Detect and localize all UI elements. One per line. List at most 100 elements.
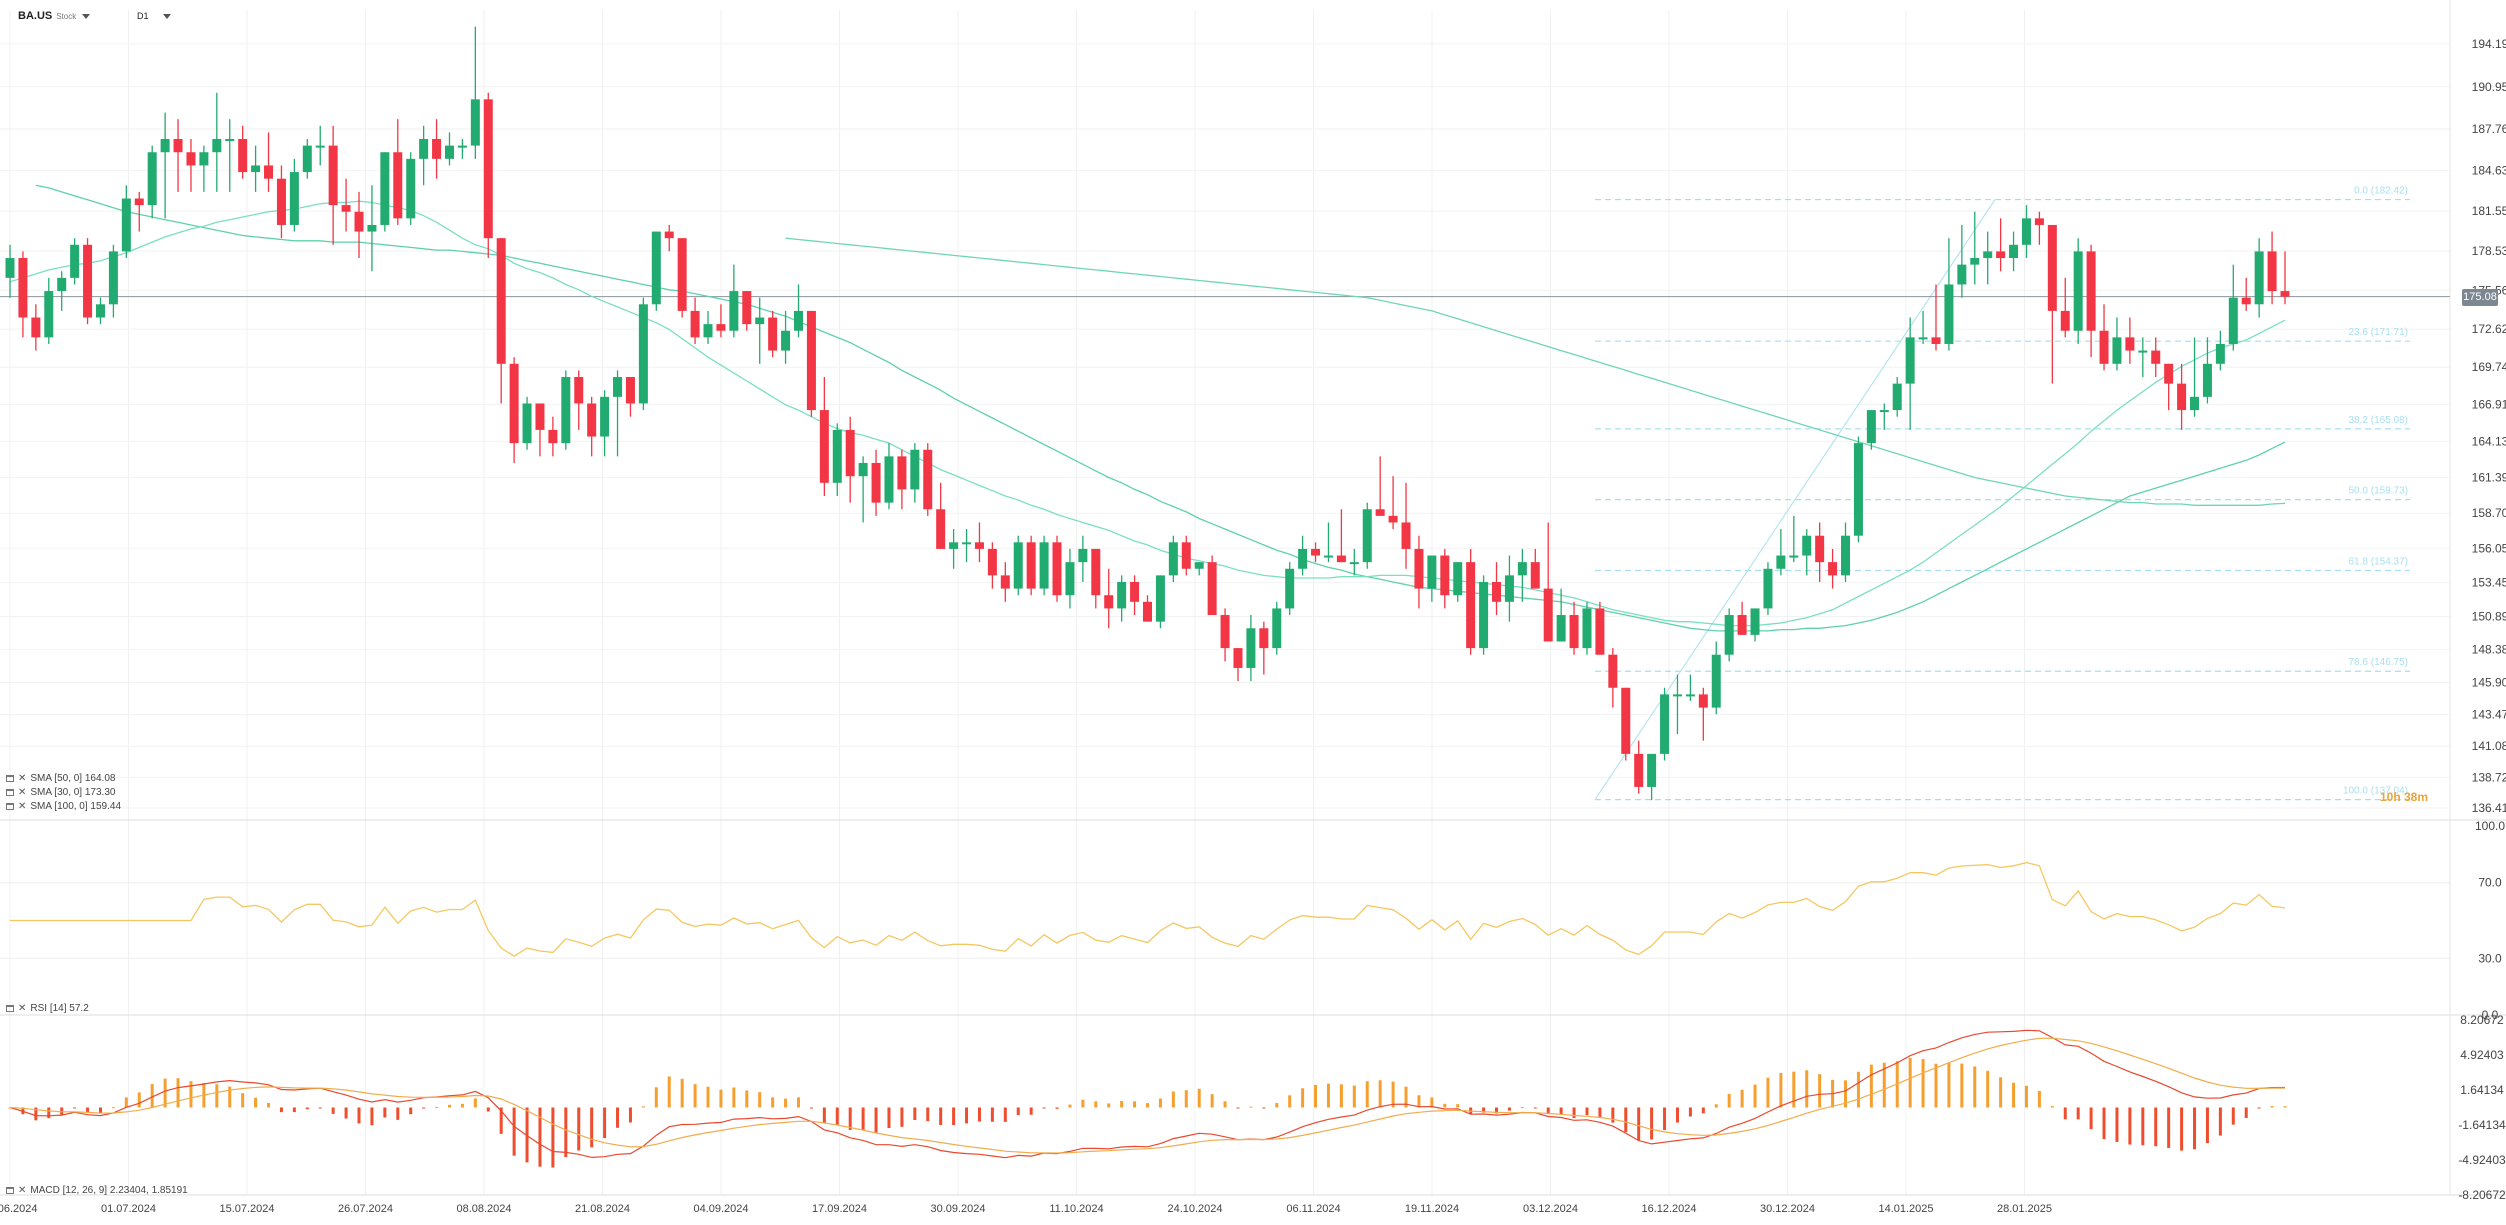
candle-body xyxy=(302,145,312,173)
sma30-line xyxy=(9,200,2286,627)
settings-icon[interactable] xyxy=(6,803,14,810)
legend-sma100[interactable]: ✕ SMA [100, 0] 159.44 xyxy=(6,801,121,812)
candle-body xyxy=(1130,581,1140,602)
candle-body xyxy=(638,304,648,404)
settings-icon[interactable] xyxy=(6,1187,14,1194)
macd-histogram-bar xyxy=(965,1107,969,1124)
macd-histogram-bar xyxy=(409,1107,413,1115)
candle-body xyxy=(2021,218,2031,245)
macd-histogram-bar xyxy=(835,1107,839,1125)
candle-body xyxy=(2034,218,2044,225)
close-icon[interactable]: ✕ xyxy=(18,1003,27,1014)
macd-histogram-bar xyxy=(1391,1081,1395,1108)
candle-body xyxy=(1931,337,1941,344)
macd-histogram-bar xyxy=(499,1107,503,1134)
candle-body xyxy=(212,139,222,153)
candle-body xyxy=(1466,562,1476,649)
macd-histogram-bar xyxy=(1249,1106,1253,1108)
candle-body xyxy=(923,449,933,510)
macd-histogram-bar xyxy=(1417,1095,1421,1108)
price-tick: 145.90 xyxy=(2472,675,2506,689)
candle-body xyxy=(1853,443,1863,536)
candle-body xyxy=(2009,244,2019,259)
macd-histogram-bar xyxy=(952,1107,956,1126)
last-price-tag: 175.08 xyxy=(2462,288,2498,306)
candle-body xyxy=(1026,542,1036,589)
macd-histogram-bar xyxy=(1585,1107,1589,1116)
legend-macd[interactable]: ✕ MACD [12, 26, 9] 2.23404, 1.85191 xyxy=(6,1185,188,1196)
timeframe-selector[interactable]: D1 xyxy=(137,11,171,21)
candle-body xyxy=(1724,615,1734,655)
candle-body xyxy=(987,548,997,576)
macd-histogram-bar xyxy=(1456,1104,1460,1108)
date-tick: 17.09.2024 xyxy=(812,1203,867,1215)
close-icon[interactable]: ✕ xyxy=(18,787,27,798)
candle-body xyxy=(651,231,661,305)
macd-histogram-bar xyxy=(1533,1107,1537,1109)
macd-histogram-bar xyxy=(538,1107,542,1167)
candle-body xyxy=(509,363,519,444)
candle-body xyxy=(483,99,493,239)
candle-body xyxy=(1828,562,1838,576)
macd-histogram-bar xyxy=(2167,1107,2171,1148)
candle-body xyxy=(2047,224,2057,311)
macd-histogram-bar xyxy=(1288,1095,1292,1108)
candle-body xyxy=(1660,694,1670,754)
macd-histogram-bar xyxy=(590,1107,594,1148)
macd-histogram-bar xyxy=(1430,1097,1434,1108)
date-tick: 01.07.2024 xyxy=(101,1203,156,1215)
candle-body xyxy=(910,449,920,490)
fib-level-label: 61.8 (154.37) xyxy=(2349,556,2409,567)
settings-icon[interactable] xyxy=(6,1005,14,1012)
macd-histogram-bar xyxy=(1701,1107,1705,1114)
candle-body xyxy=(845,429,855,477)
settings-icon[interactable] xyxy=(6,789,14,796)
rsi-tick: 30.0 xyxy=(2478,951,2502,965)
macd-histogram-bar xyxy=(1882,1062,1886,1108)
symbol-selector[interactable]: BA.US Stock xyxy=(18,10,91,22)
legend-rsi[interactable]: ✕ RSI [14] 57.2 xyxy=(6,1003,89,1014)
macd-histogram-bar xyxy=(486,1107,490,1112)
candle-body xyxy=(858,462,868,477)
macd-histogram-bar xyxy=(1792,1071,1796,1108)
macd-histogram-bar xyxy=(2283,1106,2287,1108)
candle-body xyxy=(1220,615,1230,649)
macd-tick: -4.92403 xyxy=(2458,1153,2506,1167)
macd-histogram-bar xyxy=(34,1107,38,1121)
candle-body xyxy=(781,330,791,351)
candle-body xyxy=(561,377,571,444)
price-tick: 166.91 xyxy=(2472,398,2506,412)
candle-body xyxy=(289,172,299,225)
macd-histogram-bar xyxy=(1003,1107,1007,1122)
price-tick: 136.41 xyxy=(2472,801,2506,815)
close-icon[interactable]: ✕ xyxy=(18,801,27,812)
macd-histogram-bar xyxy=(2154,1107,2158,1147)
candle-body xyxy=(625,377,635,404)
macd-histogram-bar xyxy=(551,1107,555,1168)
close-icon[interactable]: ✕ xyxy=(18,1185,27,1196)
macd-histogram-bar xyxy=(2102,1107,2106,1140)
macd-histogram-bar xyxy=(1960,1063,1964,1108)
macd-histogram-bar xyxy=(1184,1090,1188,1108)
macd-histogram-bar xyxy=(2089,1107,2093,1130)
legend-sma30[interactable]: ✕ SMA [30, 0] 173.30 xyxy=(6,787,115,798)
macd-histogram-bar xyxy=(1314,1085,1318,1108)
macd-histogram-bar xyxy=(1520,1107,1524,1109)
price-tick: 150.89 xyxy=(2472,609,2506,623)
macd-histogram-bar xyxy=(73,1107,77,1109)
candle-body xyxy=(1789,555,1799,558)
macd-signal-line xyxy=(9,1037,2286,1154)
close-icon[interactable]: ✕ xyxy=(18,773,27,784)
candle-body xyxy=(44,291,54,338)
macd-histogram-bar xyxy=(176,1078,180,1108)
macd-tick: -8.20672 xyxy=(2458,1188,2506,1202)
candle-body xyxy=(134,198,144,206)
date-tick: 08.08.2024 xyxy=(456,1203,511,1215)
candle-body xyxy=(729,291,739,331)
legend-sma100-label: SMA [100, 0] 159.44 xyxy=(30,801,122,812)
macd-histogram-bar xyxy=(1365,1081,1369,1108)
settings-icon[interactable] xyxy=(6,775,14,782)
legend-sma50[interactable]: ✕ SMA [50, 0] 164.08 xyxy=(6,773,115,784)
candle-body xyxy=(1866,410,1876,444)
